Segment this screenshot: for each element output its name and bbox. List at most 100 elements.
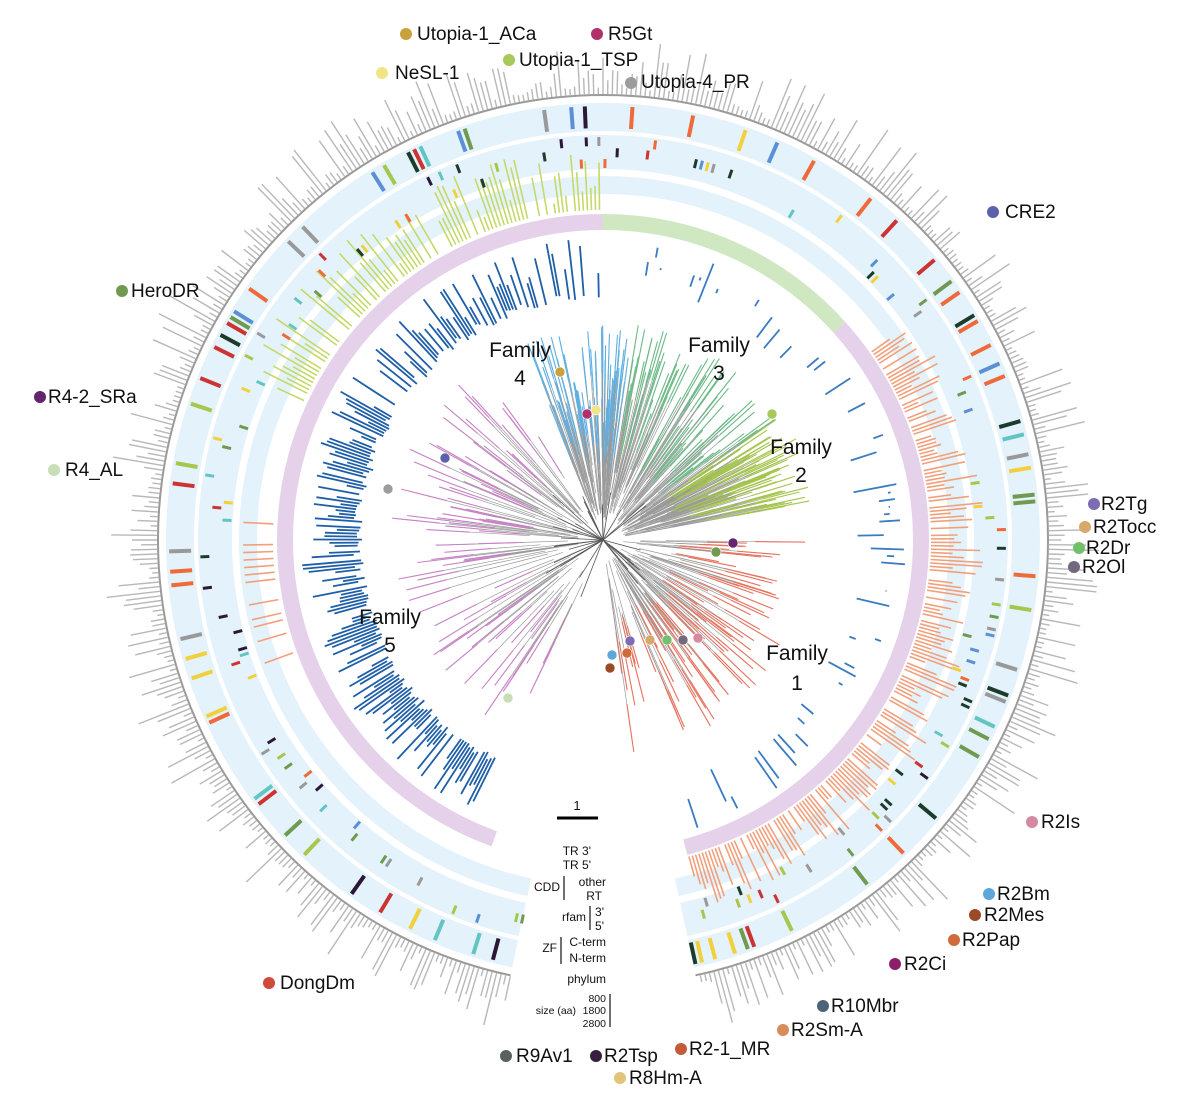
size-bar (968, 793, 975, 799)
size-bar (281, 198, 299, 216)
size-bar (141, 681, 181, 696)
size-bar (417, 123, 423, 133)
size-bar (681, 54, 691, 102)
size-bar (245, 848, 282, 883)
phylum-block (1008, 465, 1032, 474)
size-bar (911, 189, 940, 219)
rfam-bar (395, 234, 419, 268)
size-bar (268, 212, 285, 229)
tree-trunk (545, 539, 604, 574)
element-name: R2Tsp (604, 1046, 658, 1067)
size-bar (616, 71, 619, 95)
tree-leaf (719, 429, 759, 458)
zf-block (883, 798, 893, 807)
size-bar (386, 127, 398, 146)
size-bar (775, 950, 785, 970)
size-bar (243, 229, 266, 250)
cdd-rt-bar (698, 277, 702, 281)
size-bar (952, 258, 958, 264)
element-dot (625, 77, 637, 89)
phylum-block (191, 669, 214, 681)
cdd-rt-bar (359, 663, 394, 685)
tree-leaf (719, 400, 753, 432)
element-name: HeroDR (131, 281, 200, 302)
tree-leaf (392, 517, 440, 524)
size-bar (886, 169, 910, 197)
tree-leaf (626, 703, 635, 752)
tree-leaf (733, 467, 780, 488)
size-bar (841, 916, 848, 926)
phylum-block (1006, 452, 1029, 461)
rfam-bar (920, 452, 938, 459)
size-bar (717, 970, 734, 1023)
size-bar (924, 224, 932, 232)
zf-block (746, 894, 753, 904)
size-bar (788, 945, 800, 969)
tree-leaf (530, 597, 558, 633)
tree-leaf (542, 618, 566, 664)
size-bar (1044, 471, 1063, 476)
size-bar (770, 952, 778, 966)
size-bar (829, 923, 835, 931)
tree-leaf (464, 552, 510, 561)
size-bar (250, 229, 269, 246)
size-bar (1015, 707, 1040, 719)
rfam-bar (498, 179, 513, 224)
size-bar (179, 366, 191, 373)
size-bar (974, 289, 980, 294)
rfam-bar (752, 831, 765, 854)
size-bar (480, 970, 489, 997)
zf-block (244, 353, 254, 361)
zf-block (692, 158, 698, 169)
rfam-bar (245, 578, 276, 584)
tree-leaf (653, 442, 683, 478)
size-bar (303, 874, 309, 880)
cdd-rt-bar (884, 513, 890, 516)
element-label: Utopia-1_TSP (503, 50, 638, 71)
tree-leaf (751, 482, 793, 497)
size-bar (526, 92, 530, 101)
tree-leaf (736, 481, 777, 496)
rfam-bar (875, 337, 905, 359)
zf-block (266, 737, 277, 745)
tree-leaf (678, 493, 724, 513)
element-label: R2Bm (983, 884, 1050, 905)
cdd-rt-bar (471, 274, 498, 324)
size-bar (988, 762, 1021, 782)
phylum-block (569, 107, 575, 130)
tree-leaf (712, 653, 743, 684)
size-bar (658, 62, 664, 98)
rfam-bar (855, 747, 883, 771)
zf-block (276, 752, 286, 760)
ring-band (166, 103, 1040, 968)
size-bar (232, 805, 246, 816)
size-bar (995, 750, 1002, 755)
tree-tip-dot (727, 537, 739, 549)
size-bar (239, 269, 246, 275)
tree-leaf (464, 649, 498, 684)
cdd-rt-bar (379, 347, 415, 379)
cdd-rt-bar (358, 677, 405, 711)
rfam-bar (924, 472, 947, 479)
element-dot (948, 934, 960, 946)
size-bar (371, 923, 377, 931)
size-bar (545, 91, 548, 98)
tree-leaf (615, 632, 623, 674)
tree-leaf (651, 447, 684, 484)
cdd-rt-bar (376, 359, 412, 388)
phylum-block (406, 151, 420, 173)
tree-leaf (639, 378, 655, 423)
phylum-block (205, 705, 228, 719)
tree-tip-dot (621, 647, 633, 659)
tree-leaf (616, 330, 621, 376)
tree-leaf (724, 476, 767, 494)
size-bar (1033, 654, 1043, 659)
size-bar (366, 121, 385, 152)
cdd-rt-bar (360, 435, 376, 444)
rfam-bar (894, 376, 920, 391)
size-bar (868, 897, 876, 907)
tree-leaf (485, 518, 534, 529)
phylum-block (370, 171, 386, 193)
size-bar (770, 78, 792, 128)
